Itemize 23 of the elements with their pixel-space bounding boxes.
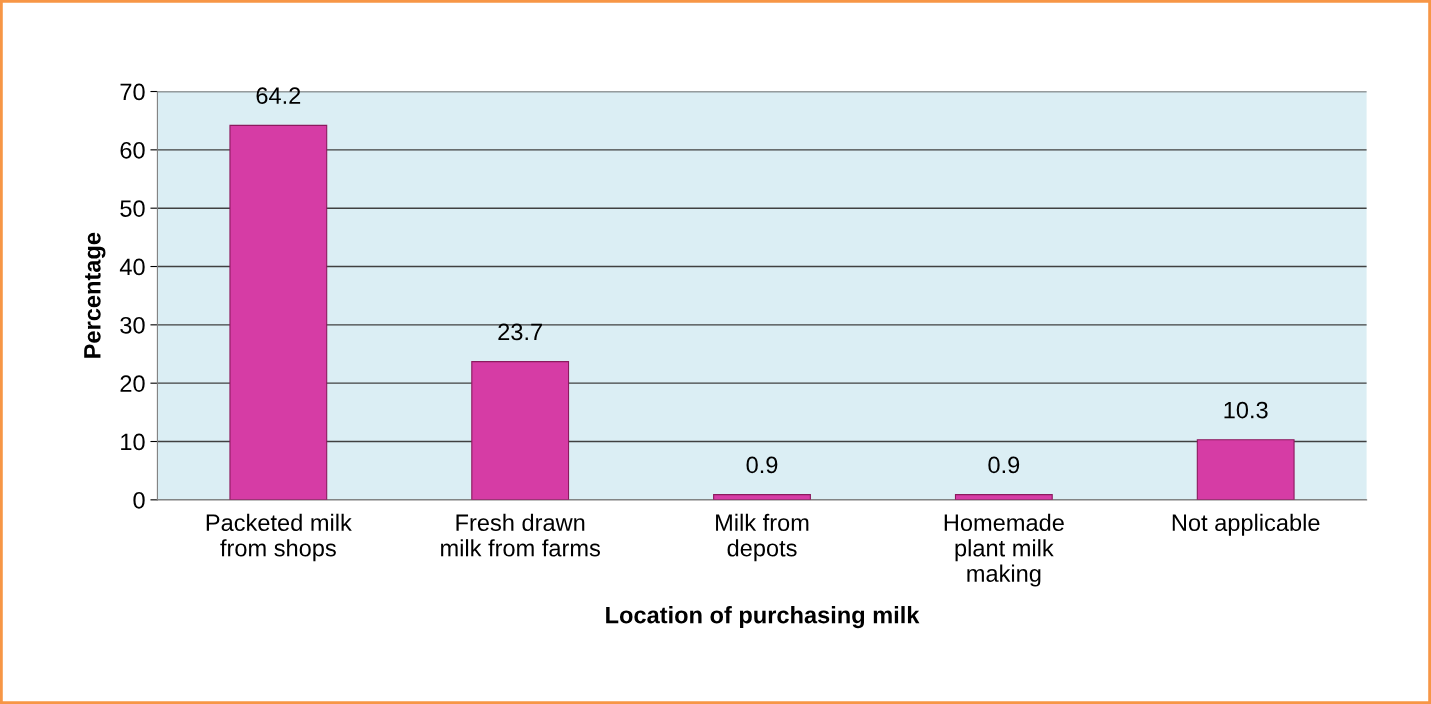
x-tick-label: Milk from depots [716,513,809,562]
data-label: 64.2 [256,87,301,105]
y-axis-title: Percentage [84,232,106,358]
bar [471,361,570,500]
bar [229,124,328,500]
data-label: 0.9 [988,456,1020,474]
y-tick-label: 0 [133,491,145,509]
data-label: 0.9 [746,456,778,474]
y-tick-label: 20 [120,375,145,392]
x-tick-label: Homemade plant milk making [944,513,1064,587]
x-tick-label: Fresh drawn milk from farms [441,513,600,557]
y-tick-label: 60 [120,141,145,159]
y-tick-label: 70 [120,83,145,101]
x-tick-label: Packeted milk from shops [206,513,352,562]
y-tick-label: 40 [119,258,145,276]
bar [1196,439,1295,500]
y-tick-label: 50 [120,200,145,217]
data-label: 10.3 [1224,401,1268,419]
x-tick-label: Not applicable [1172,513,1320,536]
x-axis-title: Location of purchasing milk [606,606,920,629]
y-tick-label: 30 [120,316,145,334]
data-label: 23.7 [498,323,542,341]
y-tick-label: 10 [121,433,145,451]
